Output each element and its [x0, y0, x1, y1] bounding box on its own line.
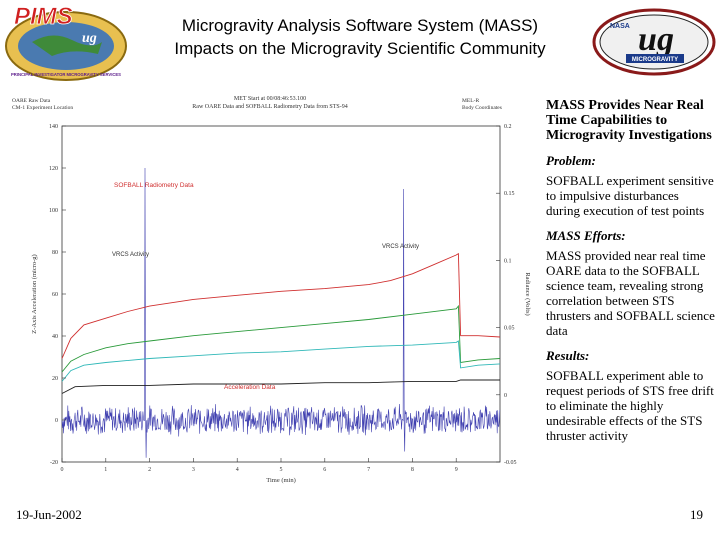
y2-tick-label: 0.1: [504, 258, 512, 264]
y2-tick-label: 0.05: [504, 326, 515, 332]
label-vrcs-1: VRCS Activity: [112, 252, 149, 258]
x-tick-label: 1: [104, 467, 107, 473]
title-line-1: Microgravity Analysis Software System (M…: [181, 16, 539, 35]
y2-tick-label: 0: [504, 393, 507, 399]
y2-tick-label: 0.2: [504, 124, 512, 130]
title-line-2: Impacts on the Microgravity Scientific C…: [174, 39, 546, 58]
problem-label: Problem:: [546, 153, 596, 168]
series-line-2: [61, 340, 501, 382]
results-text: SOFBALL experiment able to request perio…: [546, 368, 714, 443]
y-tick-label: 80: [52, 250, 58, 256]
chart-top-left-1: OARE Raw Data: [12, 98, 51, 104]
chart-top-center-1: MET Start at 00/08:46:53.100: [234, 96, 306, 102]
y-tick-label: 120: [49, 166, 58, 172]
series-line-3: [61, 379, 500, 394]
slide-title: Microgravity Analysis Software System (M…: [140, 14, 580, 60]
chart-title: Raw OARE Data and SOFBALL Radiometry Dat…: [192, 103, 347, 110]
series-line-0: [61, 252, 501, 359]
y-tick-label: 20: [52, 376, 58, 382]
y-tick-label: 140: [49, 124, 58, 130]
x-tick-label: 9: [455, 467, 458, 473]
y-tick-label: -20: [50, 460, 58, 466]
label-acceleration: Acceleration Data: [224, 384, 276, 391]
y2-tick-label: 0.15: [504, 191, 515, 197]
y2-tick-label: -0.05: [504, 460, 517, 466]
nasa-logo-banner: MICROGRAVITY: [632, 57, 678, 63]
chart-panel: OARE Raw Data CM-1 Experiment Location M…: [4, 92, 534, 502]
chart-top-right-1: MEL-R: [462, 98, 479, 104]
pims-logo-text: PIMS: [14, 3, 73, 30]
x-tick-label: 7: [367, 467, 370, 473]
chart-top-right-2: Body Coordinates: [462, 105, 502, 111]
side-column: MASS Provides Near Real Time Capabilitie…: [546, 98, 716, 453]
plot-frame: [61, 125, 501, 463]
series-acceleration: [61, 167, 501, 458]
y-axis-label: Z-Axis Acceleration (micro-g): [31, 254, 38, 333]
side-heading: MASS Provides Near Real Time Capabilitie…: [546, 98, 712, 143]
footer-date: 19-Jun-2002: [16, 507, 82, 522]
pims-logo-ring: PRINCIPAL INVESTIGATOR MICROGRAVITY SERV…: [11, 72, 121, 77]
x-axis-label: Time (min): [266, 477, 296, 484]
x-tick-label: 5: [280, 467, 283, 473]
efforts-label: MASS Efforts:: [546, 228, 626, 243]
radiometry-acceleration-chart: OARE Raw Data CM-1 Experiment Location M…: [12, 96, 531, 484]
series-line-1: [61, 304, 501, 373]
problem-text: SOFBALL experiment sensitive to impulsiv…: [546, 173, 714, 218]
x-tick-label: 2: [148, 467, 151, 473]
nasa-microgravity-logo: NASA ug MICROGRAVITY: [592, 8, 716, 76]
y2-axis-label: Radiance (Volts): [524, 272, 531, 315]
x-tick-label: 4: [236, 467, 239, 473]
x-tick-label: 6: [323, 467, 326, 473]
chart-top-left-2: CM-1 Experiment Location: [12, 105, 73, 111]
nasa-logo-agency: NASA: [610, 23, 630, 30]
y-tick-label: 100: [49, 208, 58, 214]
pims-logo-sub: ug: [82, 31, 97, 46]
x-tick-label: 8: [411, 467, 414, 473]
y-tick-label: 0: [55, 418, 58, 424]
x-tick-label: 0: [61, 467, 64, 473]
x-tick-label: 3: [192, 467, 195, 473]
y-tick-label: 40: [52, 334, 58, 340]
page-number: 19: [690, 507, 703, 522]
pims-logo: PIMS ug PRINCIPAL INVESTIGATOR MICROGRAV…: [5, 3, 127, 81]
nasa-logo-text: ug: [638, 21, 674, 58]
y-tick-label: 60: [52, 292, 58, 298]
label-vrcs-2: VRCS Activity: [382, 244, 419, 250]
label-sofball: SOFBALL Radiometry Data: [114, 182, 194, 189]
efforts-text: MASS provided near real time OARE data t…: [546, 248, 715, 338]
results-label: Results:: [546, 348, 590, 363]
